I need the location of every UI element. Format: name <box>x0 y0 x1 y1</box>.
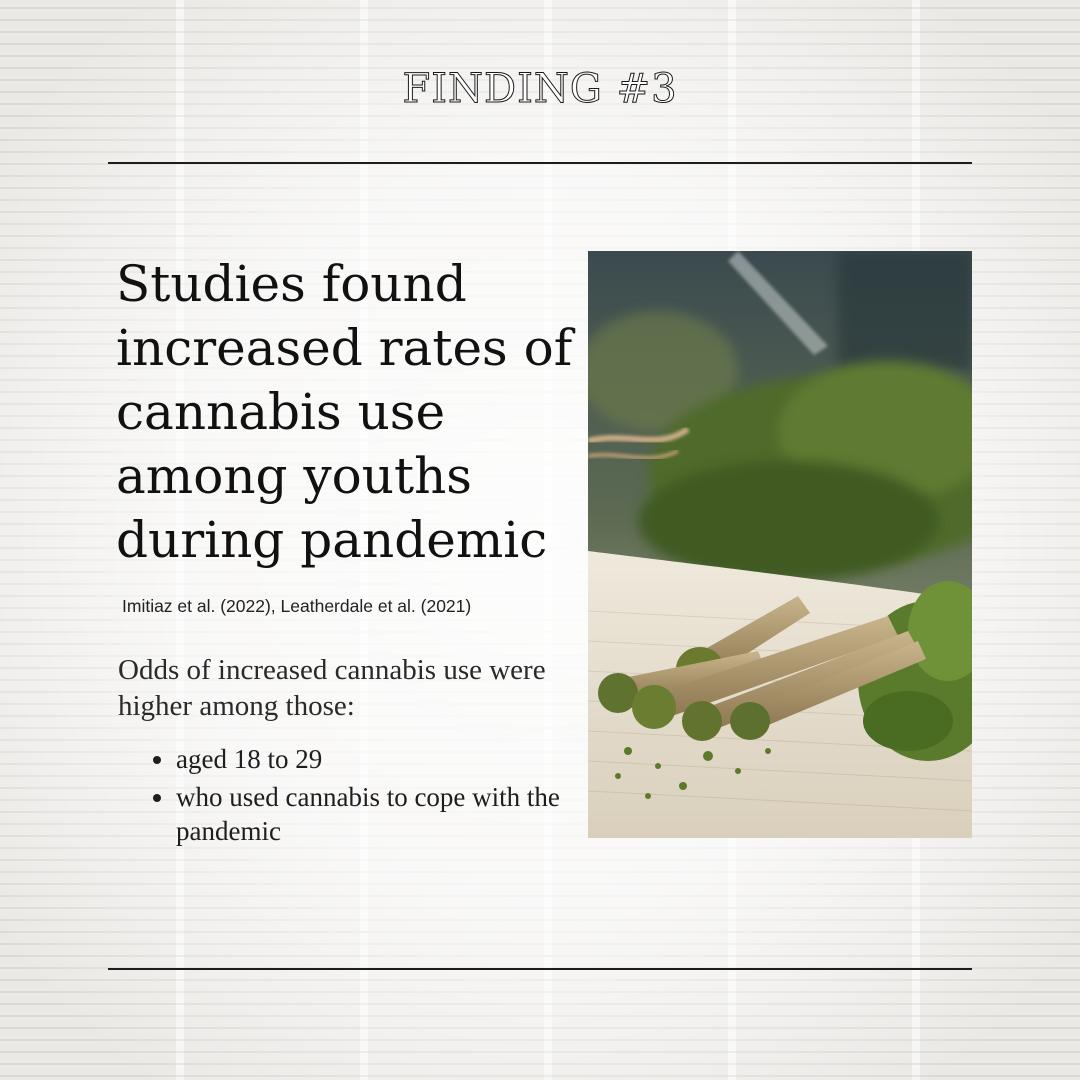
page-title: FINDING #3 <box>402 66 678 113</box>
citation: Imitiaz et al. (2022), Leatherdale et al… <box>122 596 472 616</box>
bullet-item-cope: who used cannabis to cope with the pande… <box>176 780 596 848</box>
bullet-list: aged 18 to 29 who used cannabis to cope … <box>150 742 596 852</box>
cannabis-illustration <box>588 251 972 838</box>
cannabis-photo <box>588 251 972 838</box>
headline: Studies found increased rates of cannabi… <box>116 255 573 569</box>
odds-intro: Odds of increased cannabis use were high… <box>118 654 546 722</box>
bottom-divider <box>108 968 972 970</box>
bullet-item-age: aged 18 to 29 <box>176 742 596 776</box>
top-divider <box>108 162 972 164</box>
